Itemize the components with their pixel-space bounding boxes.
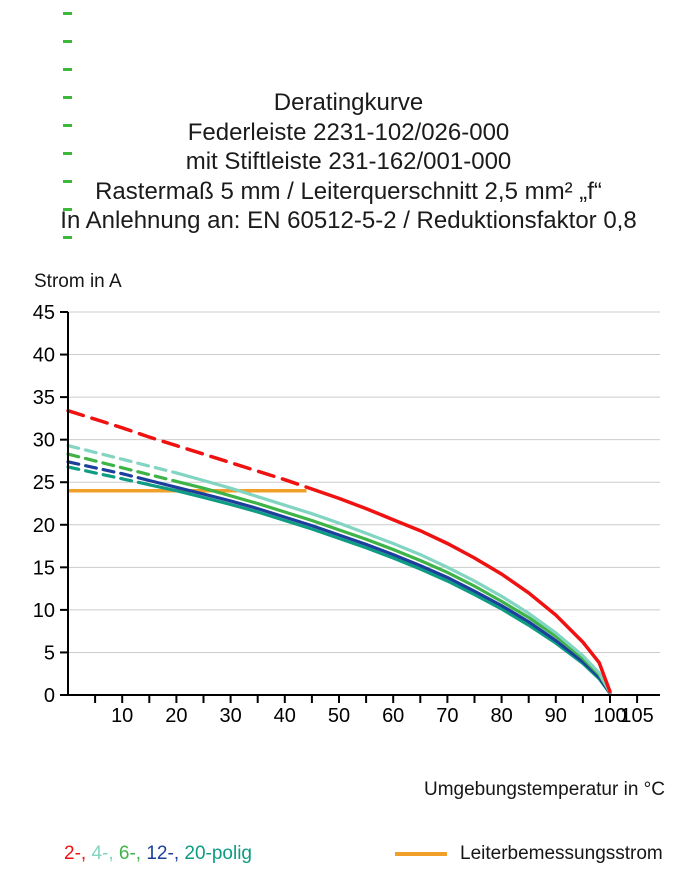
y-tick-label-45: 45 [33,302,55,324]
legend-pole-counts: 2-, 4-, 6-, 12-, 20-polig [64,843,252,865]
curve-2-polig-dashed [66,408,314,491]
curve-2-polig-solid [310,487,612,694]
legend: 2-, 4-, 6-, 12-, 20-polig Leiterbemessun… [0,843,697,867]
x-tick-label-70: 70 [436,705,458,727]
curve-6-polig-solid [174,479,612,694]
reference-line-label: Leiterbemessungsstrom [460,843,663,864]
title-line-4: Rastermaß 5 mm / Leiterquerschnitt 2,5 m… [95,177,602,205]
x-tick-label-100: 100 [593,705,626,727]
curve-4-polig-solid [174,471,612,694]
curve-12-polig-dashed [66,460,151,483]
curve-20-polig-solid [147,483,612,695]
y-tick-label-20: 20 [33,515,55,537]
derating-chart: 0 5 10 15 20 25 30 35 40 45 10 20 30 40 50 60 70 80 90 1001… [33,302,660,727]
x-tick-label-105: 105 [620,705,653,727]
legend-reference: Leiterbemessungsstrom [395,843,663,865]
y-tick-label-40: 40 [33,345,55,367]
curve-6-polig-dashed [66,452,178,483]
x-tick-label-90: 90 [545,705,567,727]
title-line-1: Deratingkurve [273,89,424,116]
y-axis-label: Strom in A [34,271,122,292]
legend-pole-20polig: 20-polig [184,843,252,864]
chart-title-block: Deratingkurve Federleiste 2231-102/026-0… [0,88,697,236]
legend-pole-4: 4-, [91,843,119,864]
title-line-2: Federleiste 2231-102/026-000 [187,118,510,146]
legend-pole-6: 6-, [118,843,147,864]
y-tick-label-30: 30 [33,430,55,452]
curve-20-polig-dashed [66,465,151,487]
left-edge-marks [63,12,72,258]
x-tick-label-20: 20 [165,705,187,727]
y-tick-label-35: 35 [33,387,55,409]
x-tick-label-80: 80 [490,705,512,727]
y-tick-label-5: 5 [44,642,55,664]
legend-pole-12: 12-, [146,843,185,864]
legend-pole-2: 2-, [64,843,92,864]
y-tick-label-0: 0 [44,685,55,707]
title-line-5: In Anlehnung an: EN 60512-5-2 / Reduktio… [60,207,637,234]
y-tick-label-15: 15 [33,557,55,579]
x-axis-label: Umgebungstemperatur in °C [424,779,665,800]
title-line-3: mit Stiftleiste 231-162/001-000 [185,148,512,175]
x-tick-label-10: 10 [111,705,133,727]
x-tick-label-40: 40 [274,705,296,727]
x-tick-label-30: 30 [219,705,241,727]
reference-line-sample [395,852,447,856]
curve-4-polig-dashed [66,444,178,475]
x-tick-label-50: 50 [328,705,350,727]
x-tick-label-60: 60 [382,705,404,727]
curve-12-polig-solid [147,478,612,695]
y-tick-label-25: 25 [33,472,55,494]
y-tick-label-10: 10 [33,600,55,622]
